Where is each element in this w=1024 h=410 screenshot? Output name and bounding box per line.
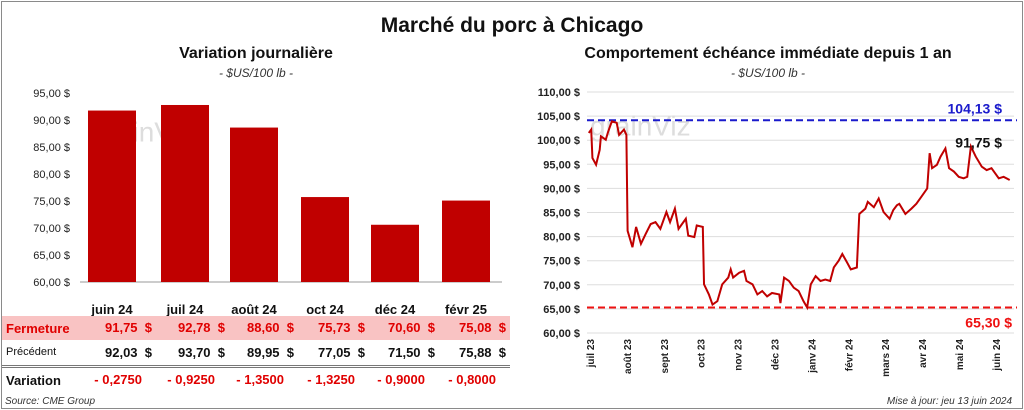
column-header: juil 24 — [166, 302, 204, 317]
table-cell: 89,95 $ — [247, 345, 294, 360]
table-cell: 77,05 $ — [318, 345, 365, 360]
table-header: juin 24 juil 24 août 24 oct 24 déc 24 févr 25 — [2, 298, 510, 322]
x-tick-label: mars 24 — [881, 339, 892, 377]
y-tick-label: 95,00 $ — [543, 159, 580, 171]
page-title: Marché du porc à Chicago — [380, 14, 644, 37]
x-tick-label: mai 24 — [955, 339, 966, 371]
table-cell: 75,88 $ — [459, 345, 506, 360]
right-chart-unit: - $US/100 lb - — [730, 66, 806, 80]
y-tick-label: 90,00 $ — [543, 183, 580, 195]
y-tick-label: 75,00 $ — [543, 256, 580, 268]
bar — [371, 224, 419, 282]
x-tick-label: janv 24 — [807, 339, 818, 374]
bar — [442, 200, 490, 282]
y-tick-label: 95,00 $ — [33, 88, 70, 100]
y-tick-label: 80,00 $ — [543, 232, 580, 244]
x-tick-label: juin 24 — [992, 339, 1003, 372]
table-cell: - 1,3500 — [236, 372, 284, 387]
source-note: Source: CME Group — [5, 396, 96, 407]
left-chart-title: Variation journalière — [179, 45, 333, 62]
table-row-variation: Variation - 0,2750 - 0,9250 - 1,3500 - 1,325… — [2, 368, 510, 392]
x-tick-label: avr 24 — [918, 339, 929, 368]
table-cell: - 0,2750 — [94, 372, 142, 387]
x-tick-label: juil 23 — [586, 339, 597, 369]
y-tick-label: 60,00 $ — [33, 277, 70, 289]
left-chart-unit: - $US/100 lb - — [218, 66, 294, 80]
y-tick-label: 60,00 $ — [543, 328, 580, 340]
right-chart-title: Comportement échéance immédiate depuis 1… — [584, 45, 952, 62]
y-tick-label: 70,00 $ — [33, 223, 70, 235]
table-cell: - 1,3250 — [307, 372, 355, 387]
table-row-previous: Précédent 92,03 $ 93,70 $ 89,95 $ 77,05 $ 71,… — [2, 341, 510, 365]
table-cell: 75,08 $ — [459, 320, 506, 335]
y-tick-label: 90,00 $ — [33, 115, 70, 127]
table-cell: - 0,9250 — [167, 372, 215, 387]
row-label: Fermeture — [6, 321, 70, 336]
y-tick-label: 100,00 $ — [537, 135, 580, 147]
x-tick-label: nov 23 — [734, 339, 745, 371]
x-tick-label: août 23 — [623, 339, 634, 374]
column-header: déc 24 — [374, 302, 416, 317]
y-tick-label: 75,00 $ — [33, 196, 70, 208]
row-label: Variation — [6, 373, 61, 388]
update-note: Mise à jour: jeu 13 juin 2024 — [886, 396, 1012, 407]
low-label: 65,30 $ — [965, 314, 1012, 330]
table-divider — [2, 365, 510, 368]
column-header: août 24 — [231, 302, 277, 317]
y-tick-label: 105,00 $ — [537, 111, 580, 123]
table-row-close: Fermeture 91,75 $ 92,78 $ 88,60 $ 75,73 $ 70,… — [2, 316, 510, 340]
bar — [230, 127, 278, 282]
table-cell: 92,03 $ — [105, 345, 152, 360]
x-tick-label: déc 23 — [771, 339, 782, 371]
price-line — [587, 120, 1011, 311]
table-cell: 93,70 $ — [178, 345, 225, 360]
line-chart: 60,00 $ 65,00 $ 70,00 $ 75,00 $ 80,00 $ 85,00… — [537, 87, 1017, 377]
column-header: févr 25 — [445, 302, 487, 317]
bar — [88, 110, 136, 282]
table-cell: 71,50 $ — [388, 345, 435, 360]
x-tick-label: févr 24 — [844, 339, 855, 372]
bar-chart: 60,00 $ 65,00 $ 70,00 $ 75,00 $ 80,00 $ 85,00… — [33, 88, 502, 289]
y-tick-label: 65,00 $ — [33, 250, 70, 262]
y-tick-label: 70,00 $ — [543, 280, 580, 292]
bar — [301, 197, 349, 282]
table-cell: 70,60 $ — [388, 320, 435, 335]
bar — [161, 104, 209, 282]
table-cell: 75,73 $ — [318, 320, 365, 335]
last-label: 91,75 $ — [955, 134, 1002, 150]
y-tick-label: 65,00 $ — [543, 304, 580, 316]
y-tick-label: 80,00 $ — [33, 169, 70, 181]
y-tick-label: 110,00 $ — [538, 87, 580, 99]
column-header: juin 24 — [91, 302, 133, 317]
y-tick-label: 85,00 $ — [33, 142, 70, 154]
watermark: grainViz — [590, 110, 691, 141]
table-cell: 88,60 $ — [247, 320, 294, 335]
y-tick-label: 85,00 $ — [543, 208, 580, 220]
table-cell: - 0,9000 — [377, 372, 425, 387]
x-tick-label: oct 23 — [697, 339, 708, 368]
column-header: oct 24 — [306, 302, 344, 317]
table-cell: 91,75 $ — [105, 320, 152, 335]
row-label: Précédent — [6, 346, 57, 358]
table-cell: - 0,8000 — [448, 372, 496, 387]
high-label: 104,13 $ — [948, 100, 1003, 116]
table-cell: 92,78 $ — [178, 320, 225, 335]
x-tick-label: sept 23 — [660, 339, 671, 374]
